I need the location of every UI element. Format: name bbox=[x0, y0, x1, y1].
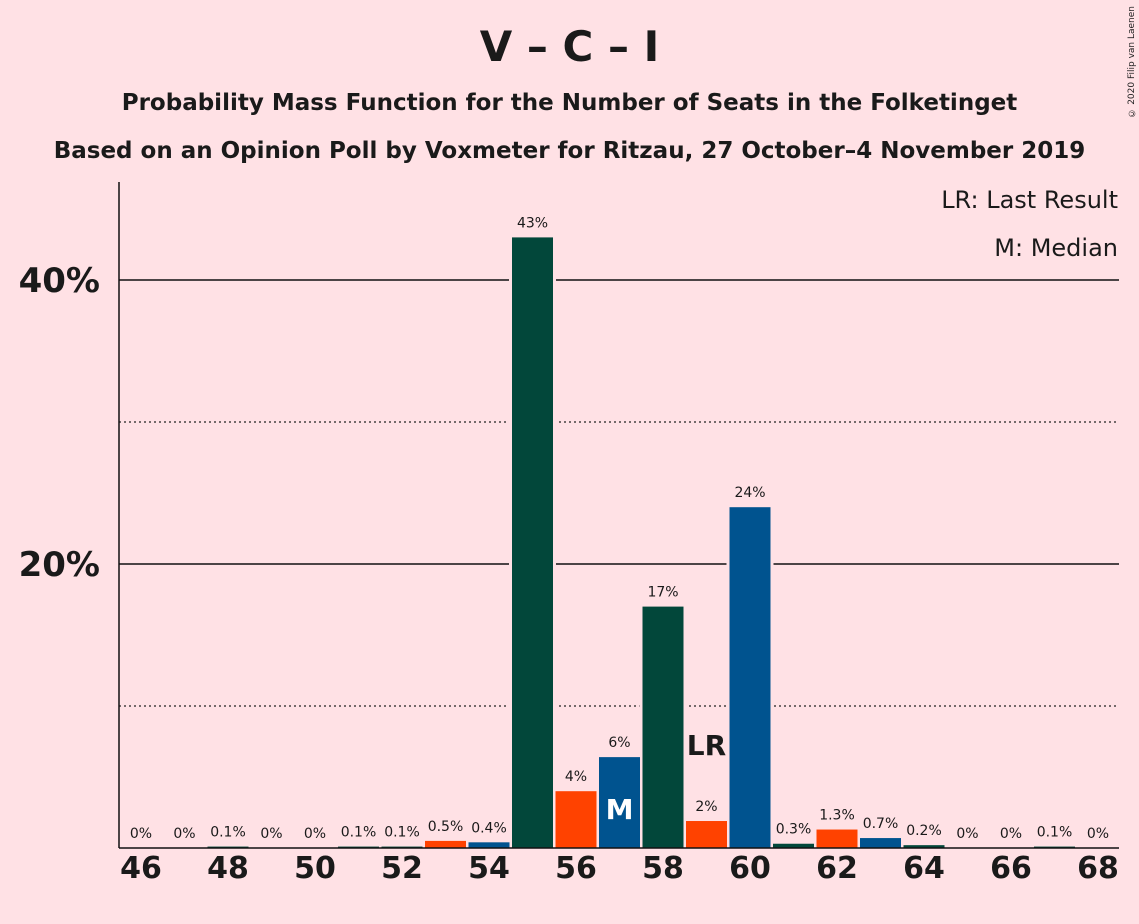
x-tick-label: 52 bbox=[381, 851, 423, 886]
data-label-seat-63: 0.7% bbox=[863, 816, 899, 832]
bar-seat-59 bbox=[686, 821, 727, 848]
bar-halo bbox=[335, 843, 382, 848]
bar-halo bbox=[378, 843, 426, 848]
bar-seat-64 bbox=[903, 845, 945, 848]
bar-seat-61 bbox=[773, 843, 814, 848]
bar-halo bbox=[204, 843, 252, 848]
bar-seat-60 bbox=[729, 507, 771, 848]
median-marker: M bbox=[606, 793, 634, 826]
chart-title: V – C – I bbox=[479, 22, 660, 71]
x-tick-label: 46 bbox=[120, 851, 162, 886]
data-label-seat-65: 0% bbox=[956, 826, 978, 842]
x-tick-label: 68 bbox=[1077, 851, 1119, 886]
data-label-seat-53: 0.5% bbox=[428, 819, 464, 835]
data-label-seat-46: 0% bbox=[130, 826, 152, 842]
bar-seat-62 bbox=[816, 829, 858, 848]
data-label-seat-47: 0% bbox=[173, 826, 195, 842]
x-tick-label: 60 bbox=[729, 851, 771, 886]
bar-seat-53 bbox=[425, 840, 466, 848]
data-label-seat-51: 0.1% bbox=[341, 825, 377, 841]
x-tick-label: 50 bbox=[294, 851, 336, 886]
bar-seat-55 bbox=[512, 237, 553, 848]
data-label-seat-66: 0% bbox=[1000, 826, 1022, 842]
data-label-seat-56: 4% bbox=[565, 769, 587, 785]
data-label-seat-58: 17% bbox=[647, 585, 678, 601]
data-label-seat-55: 43% bbox=[517, 215, 548, 231]
data-label-seat-61: 0.3% bbox=[776, 822, 812, 838]
bar-seat-63 bbox=[860, 838, 901, 848]
data-label-seat-60: 24% bbox=[734, 485, 765, 501]
bar-halo bbox=[1031, 843, 1078, 848]
data-label-seat-57: 6% bbox=[608, 735, 630, 751]
data-label-seat-64: 0.2% bbox=[906, 823, 942, 839]
x-tick-label: 62 bbox=[816, 851, 858, 886]
bar-seat-58 bbox=[642, 606, 684, 848]
bar-halo bbox=[900, 842, 948, 848]
y-tick-label: 20% bbox=[19, 545, 100, 585]
data-label-seat-50: 0% bbox=[304, 826, 326, 842]
y-tick-label: 40% bbox=[19, 261, 100, 301]
x-tick-label: 56 bbox=[555, 851, 597, 886]
data-label-seat-48: 0.1% bbox=[210, 825, 246, 841]
legend-last-result: LR: Last Result bbox=[941, 186, 1118, 214]
x-tick-label: 48 bbox=[207, 851, 249, 886]
x-tick-label: 54 bbox=[468, 851, 510, 886]
bar-seat-54 bbox=[468, 842, 510, 848]
chart-subtitle-2: Based on an Opinion Poll by Voxmeter for… bbox=[53, 138, 1086, 164]
x-tick-label: 58 bbox=[642, 851, 684, 886]
data-label-seat-67: 0.1% bbox=[1037, 825, 1073, 841]
chart-subtitle-1: Probability Mass Function for the Number… bbox=[121, 90, 1018, 116]
data-label-seat-52: 0.1% bbox=[384, 825, 420, 841]
last-result-marker: LR bbox=[687, 729, 726, 762]
data-label-seat-54: 0.4% bbox=[471, 820, 507, 836]
data-label-seat-62: 1.3% bbox=[819, 808, 855, 824]
bar-seat-57 bbox=[599, 757, 640, 848]
data-label-seat-49: 0% bbox=[260, 826, 282, 842]
data-label-seat-68: 0% bbox=[1087, 826, 1109, 842]
x-tick-label: 66 bbox=[990, 851, 1032, 886]
legend-median: M: Median bbox=[994, 234, 1118, 262]
x-tick-label: 64 bbox=[903, 851, 945, 886]
data-label-seat-59: 2% bbox=[695, 799, 717, 815]
bar-seat-56 bbox=[555, 791, 597, 848]
